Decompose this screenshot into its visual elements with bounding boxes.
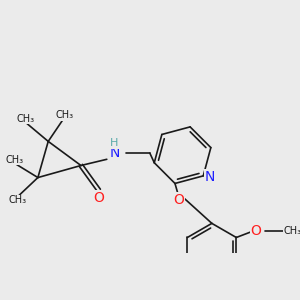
Text: N: N xyxy=(205,169,215,184)
Text: CH₃: CH₃ xyxy=(55,110,74,120)
Text: CH₃: CH₃ xyxy=(8,195,26,205)
Text: O: O xyxy=(250,224,261,238)
Text: H: H xyxy=(110,138,118,148)
Text: CH₃: CH₃ xyxy=(16,114,34,124)
Text: CH₃: CH₃ xyxy=(6,154,24,165)
Text: N: N xyxy=(109,146,119,160)
Text: O: O xyxy=(173,193,184,207)
Text: CH₃: CH₃ xyxy=(283,226,300,236)
Text: O: O xyxy=(93,191,104,205)
